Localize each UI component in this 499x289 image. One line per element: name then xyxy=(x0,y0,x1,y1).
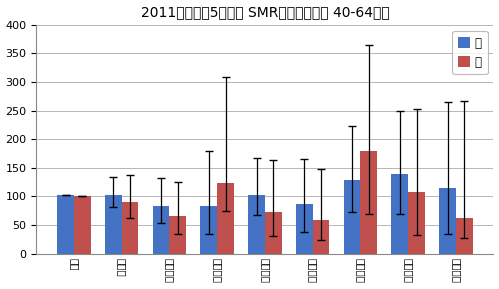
Bar xyxy=(296,204,313,253)
Bar xyxy=(265,212,281,253)
Title: 2011年中心の5年平均 SMR（脳血管疾患 40-64歳）: 2011年中心の5年平均 SMR（脳血管疾患 40-64歳） xyxy=(141,5,389,20)
Bar xyxy=(122,202,138,253)
Legend: 男, 女: 男, 女 xyxy=(452,31,488,75)
Bar xyxy=(408,192,425,253)
Bar xyxy=(456,218,473,253)
Bar xyxy=(57,195,74,253)
Bar xyxy=(248,195,265,253)
Bar xyxy=(74,197,91,253)
Bar xyxy=(201,205,217,253)
Bar xyxy=(392,173,408,253)
Bar xyxy=(217,183,234,253)
Bar xyxy=(153,205,169,253)
Bar xyxy=(105,195,122,253)
Bar xyxy=(344,180,360,253)
Bar xyxy=(169,216,186,253)
Bar xyxy=(439,188,456,253)
Bar xyxy=(360,151,377,253)
Bar xyxy=(313,221,329,253)
